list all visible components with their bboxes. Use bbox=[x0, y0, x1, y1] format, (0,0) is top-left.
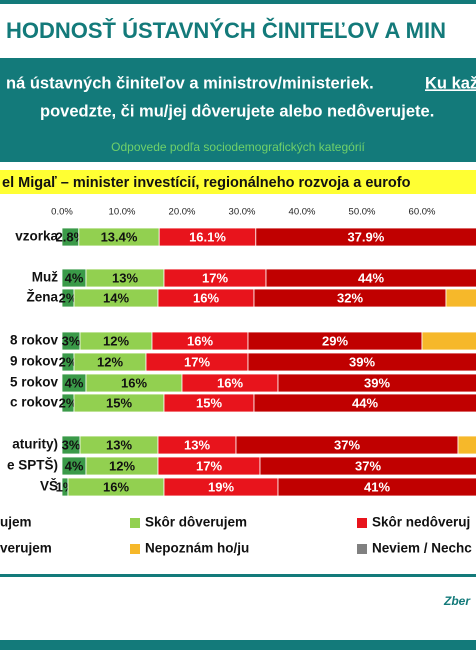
category-label: Žena bbox=[26, 290, 58, 305]
bottom-rule bbox=[0, 574, 476, 577]
data-label: 12% bbox=[103, 333, 129, 348]
data-label: 39% bbox=[349, 354, 375, 369]
data-label: 13% bbox=[106, 437, 132, 452]
x-tick-label: 30.0% bbox=[229, 207, 256, 218]
data-label: 32% bbox=[337, 290, 363, 305]
data-label: 29% bbox=[322, 333, 348, 348]
data-label: 16% bbox=[193, 290, 219, 305]
data-label: 2.8% bbox=[56, 229, 86, 244]
data-label: 3% bbox=[62, 437, 81, 452]
data-label: 17% bbox=[196, 458, 222, 473]
data-label: 4% bbox=[65, 458, 84, 473]
question-text: povedzte, či mu/jej dôverujete alebo ned… bbox=[40, 102, 434, 120]
data-label: 44% bbox=[352, 395, 378, 410]
category-label: 9 rokov bbox=[10, 354, 59, 369]
question-text: ná ústavných činiteľov a ministrov/minis… bbox=[6, 74, 374, 92]
bar-segment bbox=[457, 435, 476, 455]
data-label: 13% bbox=[112, 270, 138, 285]
category-label: 5 rokov bbox=[10, 375, 59, 390]
category-label: 8 rokov bbox=[10, 333, 59, 348]
data-label: 3% bbox=[62, 333, 81, 348]
bottom-band bbox=[0, 640, 476, 650]
data-label: 37% bbox=[355, 458, 381, 473]
data-label: 13% bbox=[184, 437, 210, 452]
bar-segment bbox=[247, 352, 476, 372]
bar-segment bbox=[277, 477, 476, 497]
x-tick-label: 60.0% bbox=[409, 207, 436, 218]
data-label: 2% bbox=[59, 290, 78, 305]
data-label: 37.9% bbox=[347, 229, 384, 244]
data-label: 16% bbox=[103, 479, 129, 494]
legend-swatch bbox=[357, 544, 367, 554]
legend-label: Skôr dôverujem bbox=[145, 515, 247, 530]
question-text: Ku kaž bbox=[425, 74, 476, 92]
slide-title: HODNOSŤ ÚSTAVNÝCH ČINITEĽOV A MIN bbox=[6, 18, 446, 43]
data-label: 13.4% bbox=[101, 229, 138, 244]
category-label: aturity) bbox=[12, 437, 58, 452]
category-label: Muž bbox=[32, 270, 58, 285]
category-label: e SPTŠ) bbox=[7, 458, 58, 473]
data-label: 44% bbox=[358, 270, 384, 285]
x-tick-label: 0.0% bbox=[51, 207, 73, 218]
data-label: 12% bbox=[97, 354, 123, 369]
data-label: 16.1% bbox=[189, 229, 226, 244]
data-label: 2% bbox=[59, 395, 78, 410]
subtitle: Odpovede podľa sociodemografických kateg… bbox=[111, 140, 365, 154]
bar-segment bbox=[277, 373, 476, 393]
category-label: VŠ bbox=[40, 479, 58, 494]
legend-label: verujem bbox=[0, 541, 52, 556]
legend-swatch bbox=[357, 518, 367, 528]
data-label: 16% bbox=[121, 375, 147, 390]
bar-segment bbox=[253, 393, 476, 413]
data-label: 14% bbox=[103, 290, 129, 305]
legend-swatch bbox=[130, 518, 140, 528]
x-tick-label: 40.0% bbox=[289, 207, 316, 218]
bar-segment bbox=[265, 268, 476, 288]
data-label: 17% bbox=[202, 270, 228, 285]
data-label: 19% bbox=[208, 479, 234, 494]
bar-segment bbox=[259, 456, 476, 476]
data-label: 4% bbox=[65, 375, 84, 390]
x-tick-label: 50.0% bbox=[349, 207, 376, 218]
bar-segment bbox=[445, 288, 476, 308]
legend-swatch bbox=[130, 544, 140, 554]
data-label: 12% bbox=[109, 458, 135, 473]
bar-segment bbox=[255, 227, 476, 247]
data-label: 39% bbox=[364, 375, 390, 390]
legend-label: Neviem / Nechc bbox=[372, 541, 472, 556]
source: Zber bbox=[443, 594, 471, 608]
data-label: 16% bbox=[217, 375, 243, 390]
top-rule bbox=[0, 0, 476, 4]
bar-segment bbox=[421, 331, 476, 351]
x-tick-label: 20.0% bbox=[169, 207, 196, 218]
legend-label: Skôr nedôveruj bbox=[372, 515, 470, 530]
category-label: c rokov bbox=[10, 395, 59, 410]
data-label: 15% bbox=[106, 395, 132, 410]
data-label: 2% bbox=[59, 354, 78, 369]
category-label: vzorka bbox=[15, 229, 58, 244]
legend-label: Nepoznám ho/ju bbox=[145, 541, 249, 556]
data-label: 17% bbox=[184, 354, 210, 369]
data-label: 15% bbox=[196, 395, 222, 410]
legend-label: ujem bbox=[0, 515, 32, 530]
data-label: 16% bbox=[187, 333, 213, 348]
question-box bbox=[0, 58, 476, 162]
data-label: 37% bbox=[334, 437, 360, 452]
x-tick-label: 10.0% bbox=[109, 207, 136, 218]
chart-title-band bbox=[0, 170, 476, 194]
data-label: 4% bbox=[65, 270, 84, 285]
data-label: 41% bbox=[364, 479, 390, 494]
chart-title: el Migaľ – minister investícií, regionál… bbox=[2, 175, 411, 191]
